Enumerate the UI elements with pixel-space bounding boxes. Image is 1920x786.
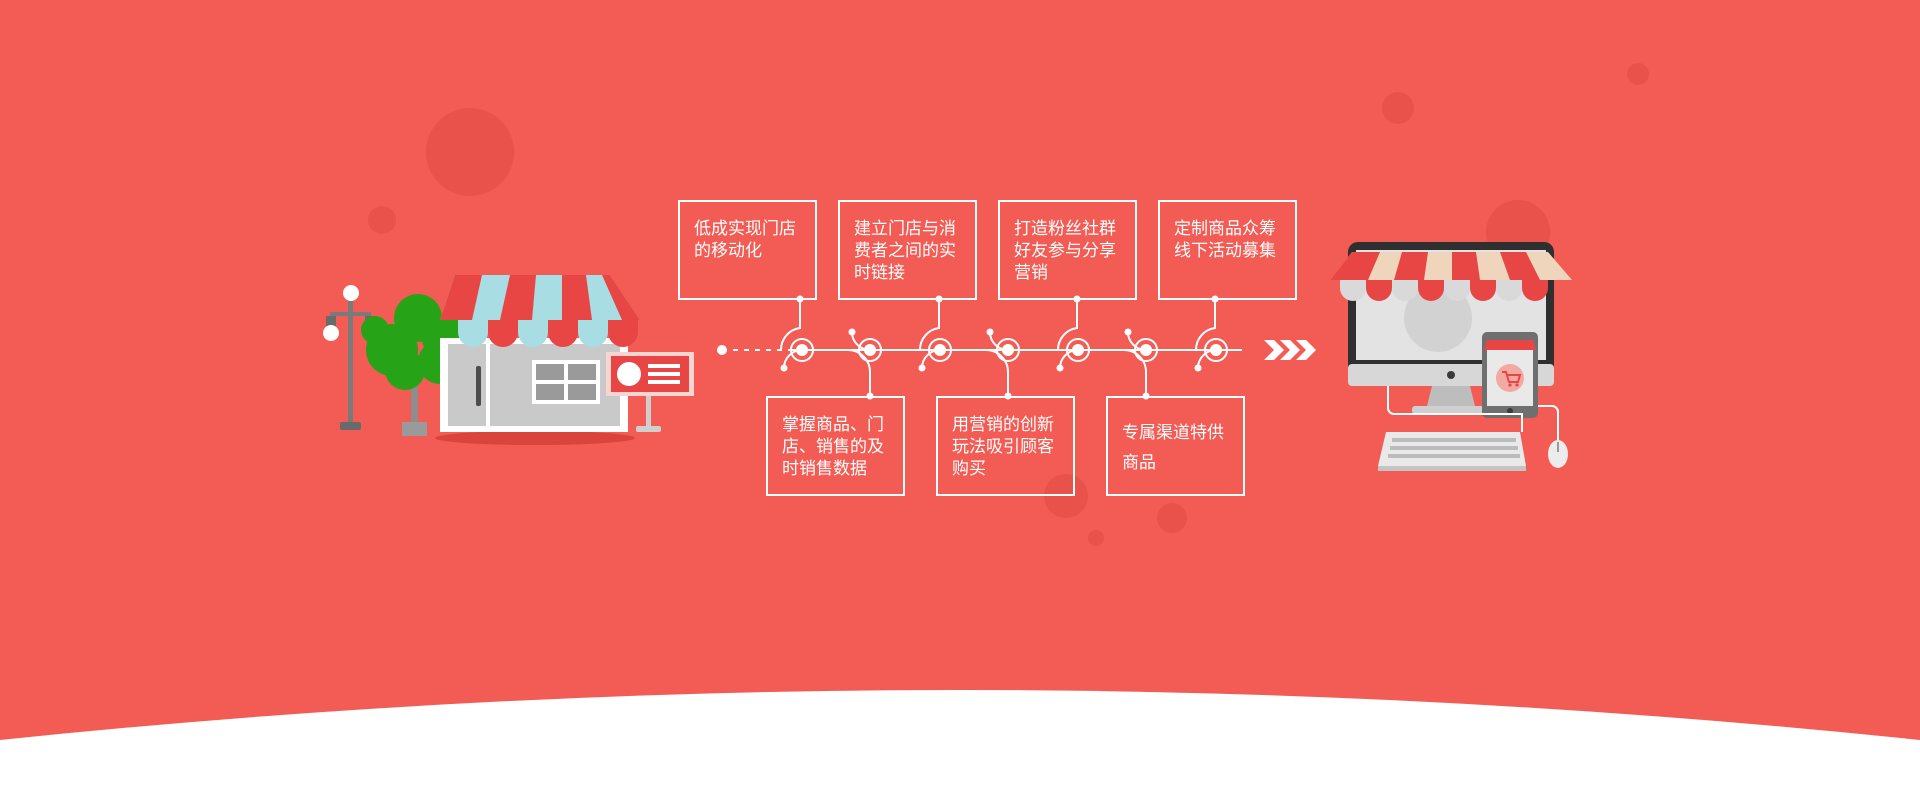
timeline-start-dot	[717, 345, 727, 355]
connector-dot	[1194, 364, 1202, 372]
phone-cart-icon	[1482, 332, 1538, 418]
connector-dot	[848, 328, 856, 336]
timeline-node-ring	[858, 338, 882, 362]
timeline-node	[1002, 344, 1014, 356]
mouse-icon	[1548, 440, 1568, 468]
timeline-node-ring	[1134, 338, 1158, 362]
bottom-wave	[0, 690, 1920, 786]
step-box-top: 低成实现门店的移动化	[678, 200, 817, 300]
timeline-node-ring	[790, 338, 814, 362]
bubble	[1088, 530, 1104, 546]
shop-sign-icon	[606, 352, 694, 432]
timeline-node	[864, 344, 876, 356]
connector-top	[1194, 299, 1216, 351]
bubble	[1627, 63, 1649, 85]
step-label: 用营销的创新玩法吸引顾客购买	[952, 415, 1054, 479]
connector-dot	[918, 364, 926, 372]
bubble	[1044, 474, 1088, 518]
step-label: 低成实现门店的移动化	[694, 219, 796, 261]
monitor-awning-icon	[1330, 252, 1572, 301]
storefront-icon	[323, 275, 694, 445]
connector-dot	[1124, 328, 1132, 336]
timeline-node-ring	[1066, 338, 1090, 362]
timeline-node	[1210, 344, 1222, 356]
timeline-node	[1140, 344, 1152, 356]
keyboard-icon	[1378, 432, 1526, 471]
step-label: 掌握商品、门店、销售的及时销售数据	[782, 415, 884, 479]
bubble	[368, 206, 396, 234]
step-label: 建立门店与消费者之间的实时链接	[854, 219, 956, 283]
decorative-bubbles	[368, 63, 1649, 546]
online-store-computer-icon	[1330, 242, 1572, 471]
connector-top	[779, 299, 801, 351]
step-box-bottom: 专属渠道特供商品	[1106, 396, 1245, 496]
step-box-bottom: 掌握商品、门店、销售的及时销售数据	[766, 396, 905, 496]
timeline-node	[1072, 344, 1084, 356]
triple-chevron-right-icon	[1264, 340, 1316, 360]
connector-dot	[1056, 364, 1064, 372]
timeline-node	[934, 344, 946, 356]
step-box-bottom: 用营销的创新玩法吸引顾客购买	[936, 396, 1075, 496]
timeline-node	[796, 344, 808, 356]
timeline-node-ring	[928, 338, 952, 362]
bubble	[1382, 92, 1414, 124]
bubble	[426, 108, 514, 196]
connector-bottom	[985, 349, 1009, 396]
step-label: 专属渠道特供商品	[1122, 423, 1224, 473]
step-label: 打造粉丝社群好友参与分享营销	[1014, 219, 1116, 283]
connector-dot	[986, 328, 994, 336]
step-box-top: 定制商品众筹线下活动募集	[1158, 200, 1297, 300]
step-box-top: 打造粉丝社群好友参与分享营销	[998, 200, 1137, 300]
step-box-top: 建立门店与消费者之间的实时链接	[838, 200, 977, 300]
connector-top	[918, 299, 940, 351]
shop-awning-icon	[440, 275, 640, 347]
step-label: 定制商品众筹线下活动募集	[1174, 219, 1276, 261]
bubble	[1157, 503, 1187, 533]
timeline-node-ring	[1204, 338, 1228, 362]
connector-bottom	[1123, 349, 1147, 396]
timeline-node-ring	[996, 338, 1020, 362]
connector-bottom	[847, 349, 871, 396]
connector-top	[1056, 299, 1078, 351]
connector-dot	[780, 364, 788, 372]
